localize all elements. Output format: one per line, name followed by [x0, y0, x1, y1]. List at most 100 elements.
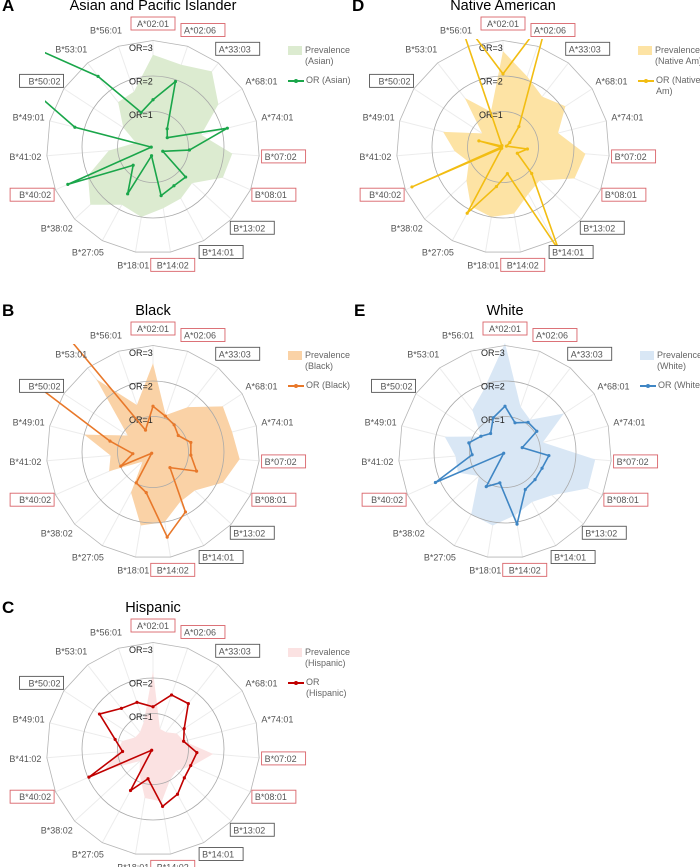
or-point: [176, 433, 180, 438]
legend-item-prevalence: Prevalence (Asian): [288, 45, 362, 67]
or-point: [503, 404, 507, 408]
category-label: B*53:01: [407, 349, 439, 359]
category-label: B*14:02: [157, 260, 189, 270]
or-point: [159, 194, 163, 198]
ring-label: OR=2: [481, 382, 505, 392]
category-label: B*07:02: [265, 152, 297, 162]
category-label: B*18:01: [117, 862, 149, 867]
or-point: [515, 522, 519, 526]
category-label: B*40:02: [371, 495, 403, 505]
category-label: A*02:01: [137, 621, 169, 631]
category-label: B*14:02: [157, 862, 189, 867]
or-point: [225, 126, 229, 130]
category-label: A*33:03: [219, 44, 251, 54]
panel-letter: D: [352, 0, 365, 15]
category-label: B*56:01: [90, 331, 122, 341]
category-label: B*49:01: [13, 418, 45, 428]
category-label: B*18:01: [117, 565, 149, 575]
category-label-box: [150, 257, 196, 272]
legend-item-prevalence: Prevalence (Black): [288, 350, 362, 372]
category-label: B*41:02: [359, 152, 391, 162]
category-label: B*53:01: [55, 349, 87, 359]
or-point: [484, 485, 488, 489]
category-label-box: [565, 41, 611, 56]
category-label-box: [251, 789, 297, 804]
panel-B: OR=1 OR=2 OR=3 A*02:01 A*02:06A*33:03 A*68:01…: [9, 321, 307, 577]
ring-or-3: [398, 345, 612, 558]
panel-A: OR=1 OR=2 OR=3 A*02:01 A*02:06A*33:03 A*68:01…: [9, 16, 307, 272]
category-label-box: [482, 321, 528, 336]
category-label: A*33:03: [219, 646, 251, 656]
legend-label: OR (Black): [306, 380, 351, 390]
legend-item-or: OR (Black): [288, 380, 362, 391]
legend-item-prevalence: Prevalence (Hispanic): [288, 647, 362, 669]
category-label: B*13:02: [233, 528, 265, 538]
category-label: B*53:01: [405, 44, 437, 54]
or-point: [465, 211, 469, 215]
or-point: [151, 98, 155, 102]
category-label-box: [530, 23, 576, 37]
category-label: A*74:01: [613, 418, 645, 428]
or-point: [126, 192, 130, 196]
category-label-box: [480, 16, 526, 31]
category-label: B*50:02: [29, 381, 61, 391]
legend-swatch: [288, 351, 302, 360]
or-point: [149, 154, 154, 158]
category-label: B*56:01: [440, 26, 472, 36]
category-label: B*38:02: [41, 825, 73, 835]
ring-or-1: [467, 111, 539, 183]
or-point: [504, 144, 509, 148]
or-point: [491, 416, 495, 420]
ring-or-1: [117, 416, 189, 488]
ring-label: OR=1: [129, 415, 153, 425]
category-label-box: [261, 149, 307, 164]
ring-label: OR=2: [129, 679, 153, 689]
ring-or-2: [81, 380, 225, 524]
category-label: B*41:02: [9, 457, 41, 467]
category-label: A*68:01: [245, 76, 277, 86]
category-label-box: [359, 187, 405, 202]
or-point: [161, 149, 165, 153]
ring-label: OR=1: [129, 110, 153, 120]
or-point: [523, 487, 527, 492]
category-label: A*02:06: [184, 628, 216, 638]
category-label-box: [19, 378, 64, 393]
or-point: [500, 143, 504, 148]
legend-swatch: [640, 351, 654, 360]
legend-item-or: OR (Asian): [288, 75, 362, 86]
category-label: B*53:01: [55, 44, 87, 54]
ring-or-1: [117, 713, 189, 785]
prevalence-area: [87, 54, 233, 218]
ring-label: OR=2: [129, 382, 153, 392]
legend-item-or: OR (Hispanic): [288, 677, 362, 699]
category-label: B*50:02: [379, 76, 411, 86]
category-label: B*08:01: [255, 495, 287, 505]
category-label: A*02:01: [489, 324, 521, 334]
or-point: [189, 453, 193, 457]
or-line: [88, 694, 198, 808]
category-label-box: [180, 23, 226, 37]
category-label: B*07:02: [617, 457, 649, 467]
or-point: [505, 172, 510, 176]
or-point: [172, 423, 176, 427]
legend-label: Prevalence (Asian): [305, 45, 351, 66]
legend-label: Prevalence (Black): [305, 350, 351, 371]
or-point: [131, 163, 135, 167]
category-label-box: [9, 187, 55, 202]
prevalence-area: [84, 363, 240, 526]
category-label: B*14:01: [202, 850, 234, 860]
or-point: [195, 751, 199, 755]
category-label-box: [180, 328, 226, 342]
or-point: [169, 693, 174, 697]
category-label: B*49:01: [13, 715, 45, 725]
or-point: [165, 136, 169, 140]
or-point: [433, 480, 438, 485]
category-label-box: [261, 751, 307, 766]
category-label: A*68:01: [597, 381, 629, 391]
category-label-box: [369, 73, 414, 88]
or-point: [501, 72, 505, 76]
category-label: B*08:01: [255, 190, 287, 200]
or-point: [187, 148, 192, 152]
or-point: [173, 79, 178, 84]
